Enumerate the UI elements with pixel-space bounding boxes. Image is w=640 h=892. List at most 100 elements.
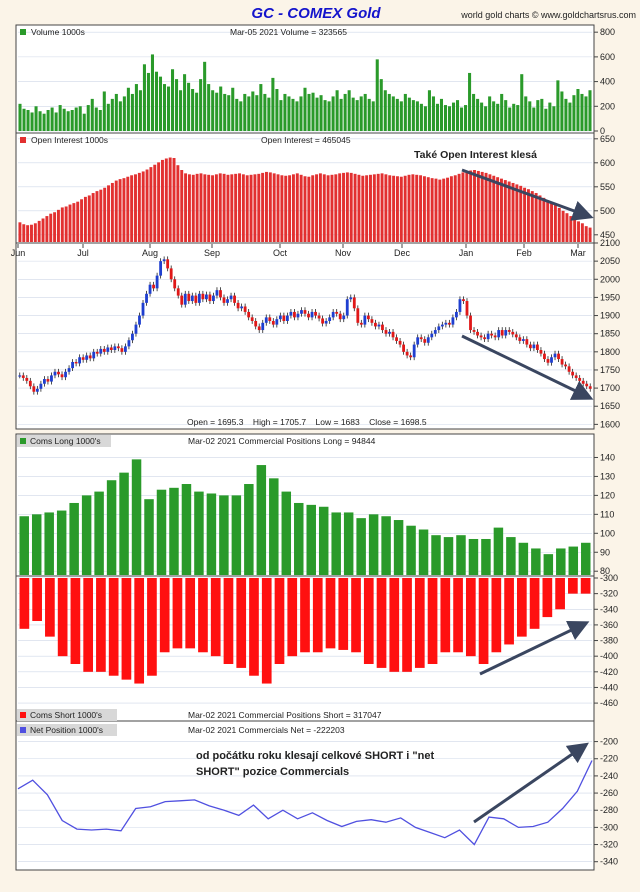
volume-bar: [175, 79, 179, 131]
price-candle: [257, 326, 261, 331]
volume-bar: [359, 96, 363, 131]
open_interest-bar: [80, 199, 84, 242]
volume-bar: [460, 107, 464, 131]
price-candle: [359, 322, 363, 325]
open_interest-bar: [222, 173, 226, 242]
price-candle: [275, 319, 279, 325]
volume-bar: [484, 106, 488, 131]
open_interest-bar: [276, 174, 280, 242]
coms_short-tick-label: -300: [600, 573, 618, 583]
coms_long-bar: [44, 512, 54, 575]
volume-bar: [516, 105, 520, 131]
coms_short-bar: [121, 578, 132, 680]
volume-bar: [399, 101, 403, 131]
price-candle: [317, 315, 321, 319]
open_interest-bar: [365, 175, 369, 242]
price-candle: [324, 320, 328, 324]
open_interest-bar: [376, 173, 380, 242]
volume-bar: [102, 91, 106, 131]
open_interest-bar: [380, 173, 384, 242]
price-candle: [25, 377, 29, 381]
volume-info: Mar-05 2021 Volume = 323565: [230, 27, 347, 37]
net-tick-label: -260: [600, 788, 618, 798]
price-candle: [208, 294, 212, 302]
price-candle: [381, 324, 384, 331]
open_interest-bar: [91, 193, 95, 242]
volume-bar: [532, 107, 536, 131]
price-candle: [444, 322, 448, 325]
price-candle: [447, 322, 451, 325]
coms_short-bar: [198, 578, 208, 653]
coms_long-bar: [468, 538, 479, 575]
volume-tick-label: 600: [600, 52, 615, 62]
volume-bar: [86, 105, 90, 131]
volume-bar: [114, 93, 118, 131]
net-legend-swatch: [20, 727, 26, 733]
volume-tick-label: 200: [600, 101, 615, 111]
open_interest-bar: [357, 174, 361, 242]
price-candle: [64, 371, 67, 378]
price-candle: [226, 299, 229, 303]
coms_long-bar: [331, 512, 341, 575]
coms_short-bar: [261, 578, 272, 684]
open_interest-bar: [584, 226, 588, 242]
price-candle: [95, 351, 99, 354]
volume-bar: [584, 96, 588, 131]
open_interest-bar: [180, 170, 184, 242]
oi-legend: Open Interest 1000s: [31, 135, 108, 145]
volume-bar: [299, 96, 303, 131]
volume-bar: [339, 98, 343, 131]
volume-bar: [267, 97, 271, 131]
open_interest-bar: [411, 174, 415, 242]
volume-bar: [355, 100, 359, 131]
price-candle: [219, 290, 222, 298]
volume-tick-label: 800: [600, 27, 615, 37]
price-candle: [285, 315, 289, 321]
open_interest-bar: [207, 174, 211, 242]
price-candle: [229, 295, 233, 300]
price-candle: [247, 311, 251, 318]
open_interest-bar: [573, 218, 577, 242]
price-candle: [342, 315, 346, 320]
volume-bar: [303, 87, 307, 131]
open_interest-bar: [238, 173, 241, 242]
open_interest-bar: [176, 165, 180, 242]
price-candle: [162, 259, 166, 262]
open_interest-bar: [64, 206, 68, 242]
coms_long-bar: [356, 518, 366, 575]
coms_short-bar: [172, 578, 183, 649]
coms_short-bar: [465, 578, 476, 657]
price-candle: [215, 290, 219, 296]
price-candle: [377, 324, 381, 327]
price-candle: [28, 380, 32, 387]
price-candle: [374, 322, 377, 327]
price-tick-label: 2050: [600, 256, 620, 266]
coms_long-bar: [194, 491, 204, 575]
price-candle: [472, 330, 476, 332]
coms_short-bar: [504, 578, 514, 645]
open_interest-bar: [342, 172, 345, 242]
volume-bar: [411, 100, 415, 131]
open_interest-bar: [265, 171, 268, 242]
volume-bar: [110, 98, 114, 131]
open_interest-bar: [311, 175, 315, 242]
month-label: Sep: [204, 248, 220, 258]
coms_short-bar: [249, 578, 259, 676]
open_interest-bar: [118, 179, 122, 242]
coms_short-bar: [325, 578, 336, 649]
open_interest-bar: [503, 180, 507, 242]
volume-bar: [287, 96, 291, 131]
price-tick-label: 2000: [600, 274, 620, 284]
volume-bar: [447, 106, 452, 131]
price-candle: [388, 331, 391, 334]
coms_long-bar: [119, 472, 129, 575]
coms_short-bar: [491, 578, 502, 653]
price-candle: [138, 315, 141, 325]
open_interest-bar: [187, 174, 191, 242]
open_interest-bar: [272, 173, 276, 242]
coms_long-bar: [294, 502, 304, 575]
coms_short-bar: [516, 578, 527, 637]
volume-bar: [187, 82, 191, 131]
price-candle: [88, 355, 92, 359]
open_interest-bar: [164, 158, 168, 242]
